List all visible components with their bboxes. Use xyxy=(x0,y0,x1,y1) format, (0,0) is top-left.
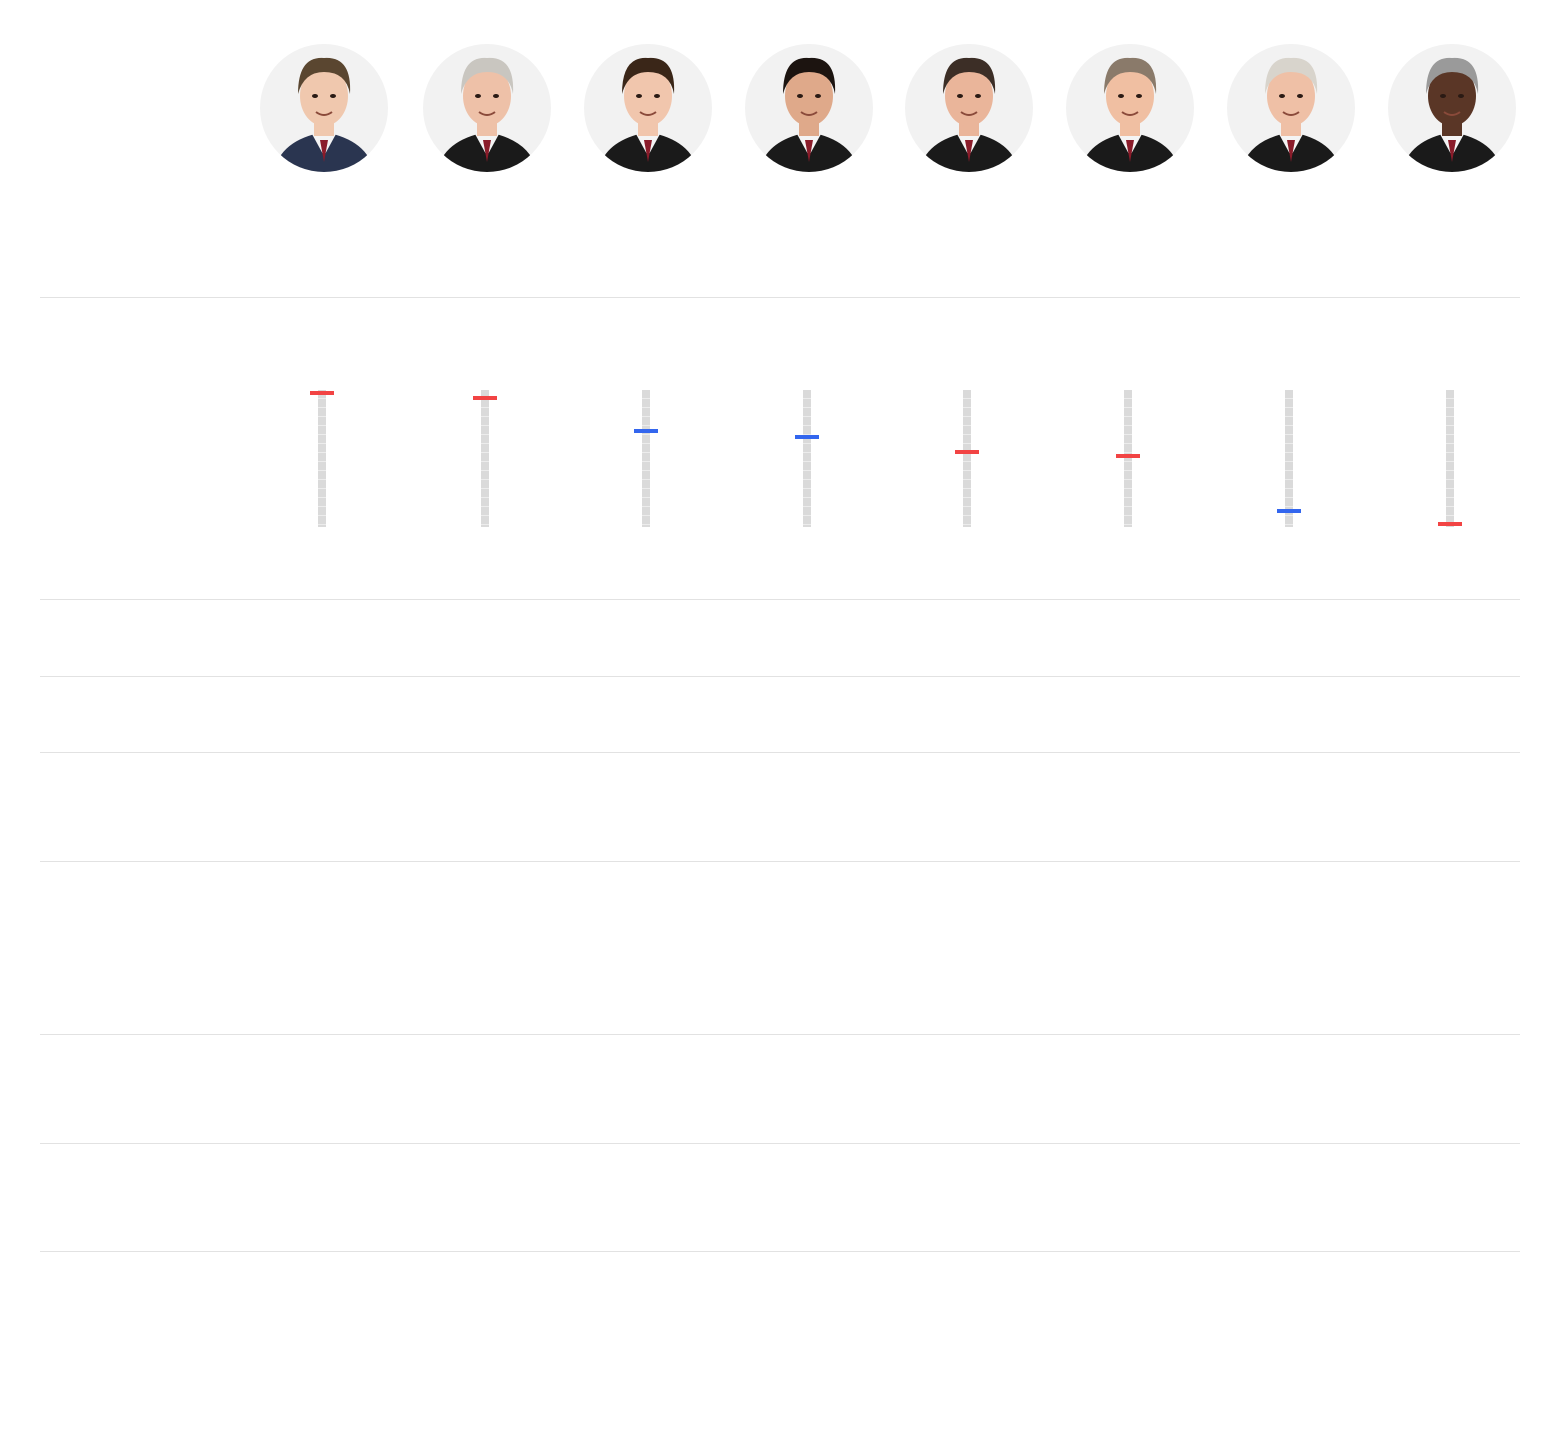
row-divider xyxy=(40,297,1520,298)
level-track xyxy=(1124,390,1132,527)
level-marker xyxy=(1277,508,1301,513)
portrait-justice-5 xyxy=(905,44,1033,172)
level-track xyxy=(318,390,326,527)
level-marker xyxy=(1438,522,1462,527)
row-divider xyxy=(40,1143,1520,1144)
row-divider xyxy=(40,599,1520,600)
level-track xyxy=(481,390,489,527)
portrait-justice-1 xyxy=(260,44,388,172)
portrait-justice-7 xyxy=(1227,44,1355,172)
row-divider xyxy=(40,676,1520,677)
row-divider xyxy=(40,1034,1520,1035)
level-marker xyxy=(473,396,497,401)
level-marker xyxy=(634,429,658,434)
level-marker xyxy=(955,449,979,454)
portrait-justice-8 xyxy=(1388,44,1516,172)
portrait-justice-6 xyxy=(1066,44,1194,172)
level-marker xyxy=(310,390,334,395)
level-track xyxy=(963,390,971,527)
level-track xyxy=(1285,390,1293,527)
level-track xyxy=(803,390,811,527)
level-track xyxy=(1446,390,1454,527)
row-divider xyxy=(40,1251,1520,1252)
level-marker xyxy=(1116,453,1140,458)
row-divider xyxy=(40,752,1520,753)
portrait-justice-4 xyxy=(745,44,873,172)
level-marker xyxy=(795,434,819,439)
portrait-justice-3 xyxy=(584,44,712,172)
portrait-justice-2 xyxy=(423,44,551,172)
row-divider xyxy=(40,861,1520,862)
level-track xyxy=(642,390,650,527)
